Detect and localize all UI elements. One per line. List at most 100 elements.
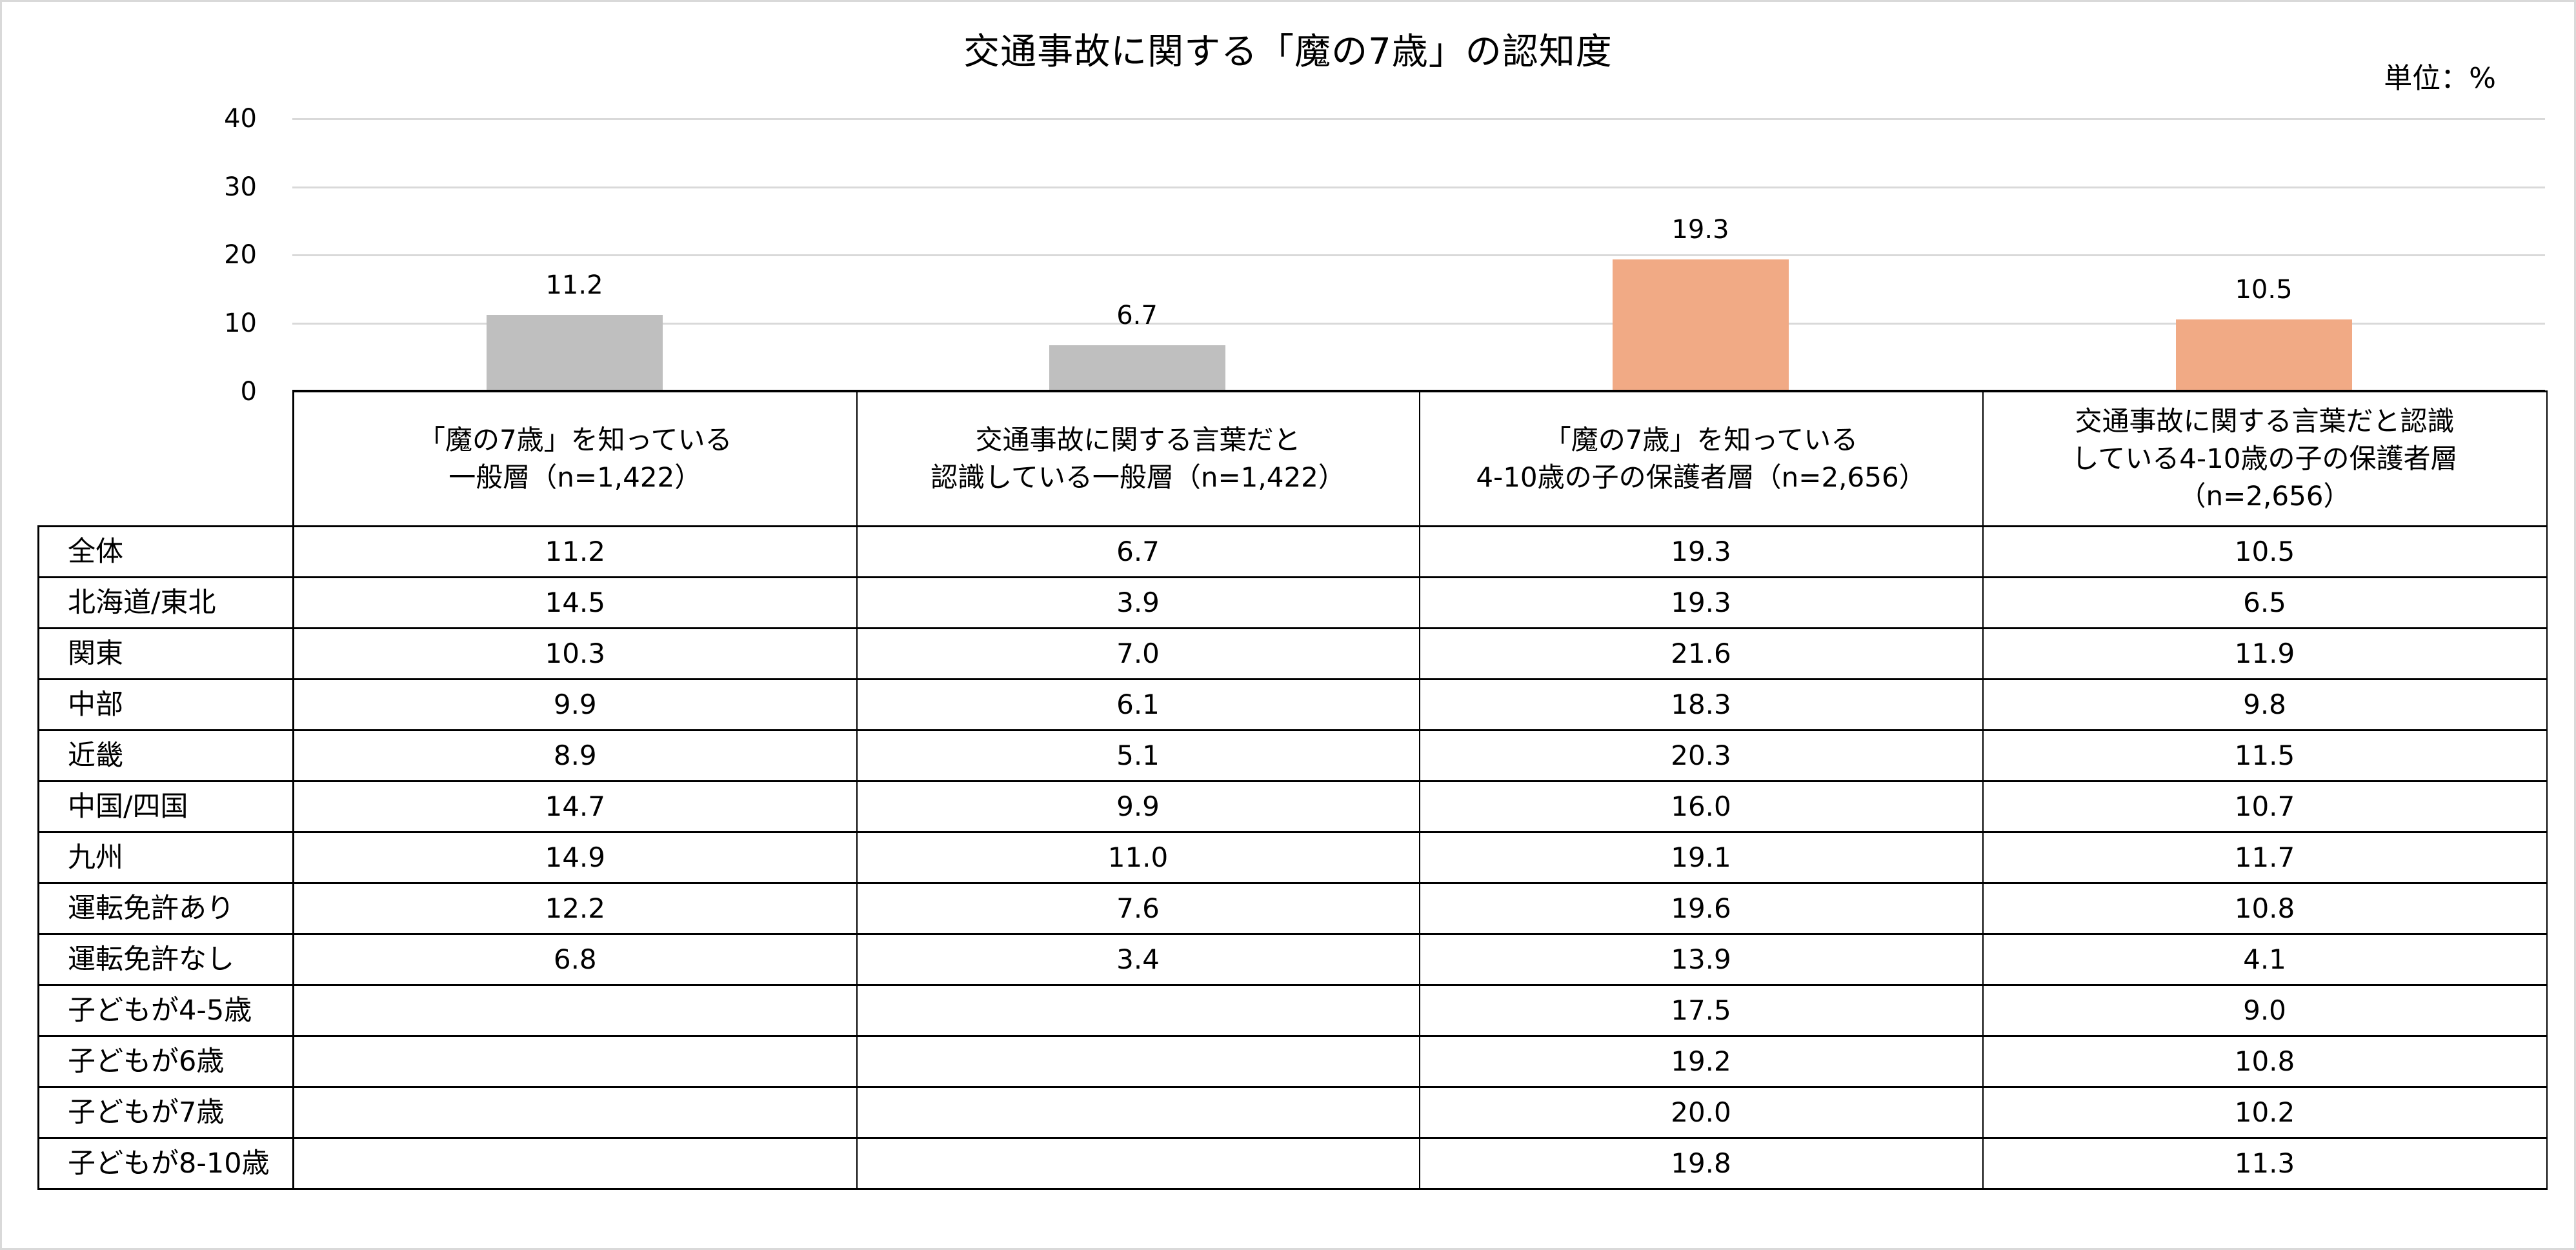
column-header: 交通事故に関する言葉だと 認識している一般層（n=1,422） — [856, 390, 1420, 527]
table-row: 関東 10.3 7.0 21.6 11.9 — [37, 627, 2548, 680]
row-label: 関東 — [37, 627, 294, 680]
table-row: 子どもが4-5歳 17.5 9.0 — [37, 984, 2548, 1037]
table-cell: 19.8 — [1418, 1137, 1984, 1190]
table-cell: 9.9 — [856, 780, 1420, 833]
table-cell: 18.3 — [1418, 678, 1984, 731]
table-row: 中部 9.9 6.1 18.3 9.8 — [37, 678, 2548, 731]
row-label: 子どもが4-5歳 — [37, 984, 294, 1037]
table-cell: 10.2 — [1982, 1086, 2548, 1139]
table-cell: 10.7 — [1982, 780, 2548, 833]
table-cell: 17.5 — [1418, 984, 1984, 1037]
table-cell: 10.3 — [292, 627, 858, 680]
y-tick-10: 10 — [224, 308, 257, 338]
table-cell: 10.8 — [1982, 882, 2548, 935]
table-cell — [856, 1035, 1420, 1088]
header-line: 認識している一般層（n=1,422） — [931, 461, 1345, 493]
table-cell: 6.1 — [856, 678, 1420, 731]
table-row: 子どもが7歳 20.0 10.2 — [37, 1086, 2548, 1139]
table-cell: 4.1 — [1982, 933, 2548, 986]
bar-label: 11.2 — [545, 270, 603, 300]
table-cell: 14.5 — [292, 576, 858, 629]
table-cell: 19.2 — [1418, 1035, 1984, 1088]
table-cell: 8.9 — [292, 729, 858, 782]
table-cell: 9.9 — [292, 678, 858, 731]
table-cell: 14.7 — [292, 780, 858, 833]
y-tick-20: 20 — [224, 240, 257, 270]
table-cell: 6.5 — [1982, 576, 2548, 629]
row-label: 子どもが7歳 — [37, 1086, 294, 1139]
table-cell — [292, 984, 858, 1037]
table-row: 運転免許あり 12.2 7.6 19.6 10.8 — [37, 882, 2548, 935]
column-header: 交通事故に関する言葉だと認識 している4-10歳の子の保護者層 （n=2,656… — [1982, 390, 2548, 527]
table-cell: 19.3 — [1418, 525, 1984, 578]
table-cell: 7.0 — [856, 627, 1420, 680]
table-row: 子どもが8-10歳 19.8 11.3 — [37, 1137, 2548, 1190]
row-label: 子どもが6歳 — [37, 1035, 294, 1088]
gridline-20 — [292, 254, 2545, 256]
bar-label: 10.5 — [2235, 275, 2293, 305]
table-cell: 3.4 — [856, 933, 1420, 986]
row-label: 中部 — [37, 678, 294, 731]
header-line: 一般層（n=1,422） — [448, 461, 702, 493]
header-line: 交通事故に関する言葉だと認識 — [2075, 405, 2455, 437]
table-cell: 9.8 — [1982, 678, 2548, 731]
table-cell: 5.1 — [856, 729, 1420, 782]
table-cell: 19.6 — [1418, 882, 1984, 935]
row-label: 北海道/東北 — [37, 576, 294, 629]
table-cell: 9.0 — [1982, 984, 2548, 1037]
bar-parent-aware — [1612, 259, 1789, 391]
bar-parent-recognize — [2175, 319, 2352, 391]
table-header-row: 「魔の7歳」を知っている 一般層（n=1,422） 交通事故に関する言葉だと 認… — [38, 390, 2548, 527]
row-label: 運転免許あり — [37, 882, 294, 935]
bar-label: 19.3 — [1671, 215, 1729, 245]
bar-general-aware — [486, 314, 663, 391]
table-cell: 19.3 — [1418, 576, 1984, 629]
table-cell — [856, 1137, 1420, 1190]
table-cell: 11.7 — [1982, 831, 2548, 884]
gridline-30 — [292, 186, 2545, 188]
header-corner — [38, 391, 294, 527]
table-cell — [292, 1086, 858, 1139]
table-cell: 16.0 — [1418, 780, 1984, 833]
table-cell: 11.2 — [292, 525, 858, 578]
table-cell: 13.9 — [1418, 933, 1984, 986]
gridline-40 — [292, 118, 2545, 120]
header-line: している4-10歳の子の保護者層 — [2071, 443, 2458, 474]
header-line: 「魔の7歳」を知っている — [418, 424, 732, 456]
table-cell: 10.5 — [1982, 525, 2548, 578]
header-line: （n=2,656） — [2179, 480, 2351, 512]
table-cell: 12.2 — [292, 882, 858, 935]
table-cell: 3.9 — [856, 576, 1420, 629]
table-row: 運転免許なし 6.8 3.4 13.9 4.1 — [37, 933, 2548, 986]
row-label: 近畿 — [37, 729, 294, 782]
row-label: 中国/四国 — [37, 780, 294, 833]
table-cell: 20.0 — [1418, 1086, 1984, 1139]
row-label: 子どもが8-10歳 — [37, 1137, 294, 1190]
table-cell — [292, 1137, 858, 1190]
table-cell: 11.9 — [1982, 627, 2548, 680]
y-tick-40: 40 — [224, 104, 257, 134]
row-label: 運転免許なし — [37, 933, 294, 986]
bar-general-recognize — [1049, 345, 1225, 391]
table-row: 九州 14.9 11.0 19.1 11.7 — [37, 831, 2548, 884]
table-cell: 7.6 — [856, 882, 1420, 935]
row-label: 九州 — [37, 831, 294, 884]
bar-label: 6.7 — [1116, 301, 1158, 331]
y-tick-30: 30 — [224, 172, 257, 202]
header-line: 4-10歳の子の保護者層（n=2,656） — [1476, 461, 1926, 493]
table-cell — [292, 1035, 858, 1088]
table-cell — [856, 1086, 1420, 1139]
unit-label: 単位：% — [2384, 62, 2496, 95]
table-cell: 10.8 — [1982, 1035, 2548, 1088]
row-label: 全体 — [37, 525, 294, 578]
table-row: 子どもが6歳 19.2 10.8 — [37, 1035, 2548, 1088]
table-cell: 20.3 — [1418, 729, 1984, 782]
table-cell: 11.3 — [1982, 1137, 2548, 1190]
table-cell: 6.8 — [292, 933, 858, 986]
table-cell: 11.5 — [1982, 729, 2548, 782]
table-cell: 6.7 — [856, 525, 1420, 578]
table-row: 中国/四国 14.7 9.9 16.0 10.7 — [37, 780, 2548, 833]
table-cell: 14.9 — [292, 831, 858, 884]
table-cell: 19.1 — [1418, 831, 1984, 884]
table-row: 北海道/東北 14.5 3.9 19.3 6.5 — [37, 576, 2548, 629]
